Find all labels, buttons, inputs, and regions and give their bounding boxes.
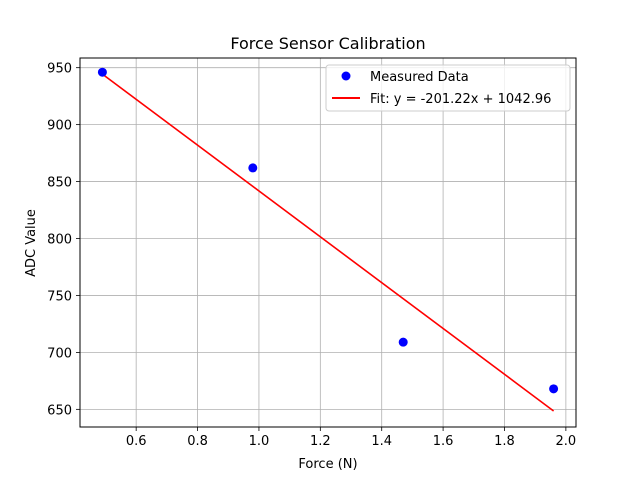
x-tick-label: 1.8 (494, 434, 515, 449)
data-point (248, 163, 258, 173)
data-point (97, 67, 107, 77)
x-tick-label: 1.4 (371, 434, 392, 449)
legend-box (325, 64, 571, 112)
data-point (549, 384, 559, 394)
data-point (398, 337, 408, 347)
y-tick-label: 950 (47, 62, 72, 77)
grid (80, 58, 576, 427)
y-axis-label: ADC Value (24, 209, 39, 277)
x-tick-label: 2.0 (556, 434, 577, 449)
y-tick-label: 700 (47, 346, 72, 361)
plot-frame (79, 57, 577, 428)
legend-label-measured-data: Measured Data (370, 70, 469, 85)
x-tick-label: 1.2 (310, 434, 331, 449)
legend-label-fit-line: Fit: y = -201.22x + 1042.96 (370, 92, 551, 107)
y-tick-label: 800 (47, 233, 72, 248)
y-tick-label: 650 (47, 403, 72, 418)
x-axis-label: Force (N) (298, 457, 357, 472)
fit-line (101, 73, 555, 412)
plot-area (97, 67, 559, 412)
y-tick-label: 900 (47, 119, 72, 134)
x-tick-label: 1.0 (249, 434, 270, 449)
x-tick-label: 0.8 (187, 434, 208, 449)
x-tick-label: 0.6 (126, 434, 147, 449)
y-tick-label: 850 (47, 176, 72, 191)
legend-marker-measured-data (341, 71, 351, 81)
y-tick-label: 750 (47, 289, 72, 304)
legend: Measured Data Fit: y = -201.22x + 1042.9… (325, 64, 571, 112)
x-tick-label: 1.6 (433, 434, 454, 449)
axis-ticks: 0.6 0.8 1.0 1.2 1.4 1.6 1.8 2.0 650 700 750 800 850 9… (47, 62, 576, 449)
chart-title: Force Sensor Calibration (230, 34, 425, 53)
